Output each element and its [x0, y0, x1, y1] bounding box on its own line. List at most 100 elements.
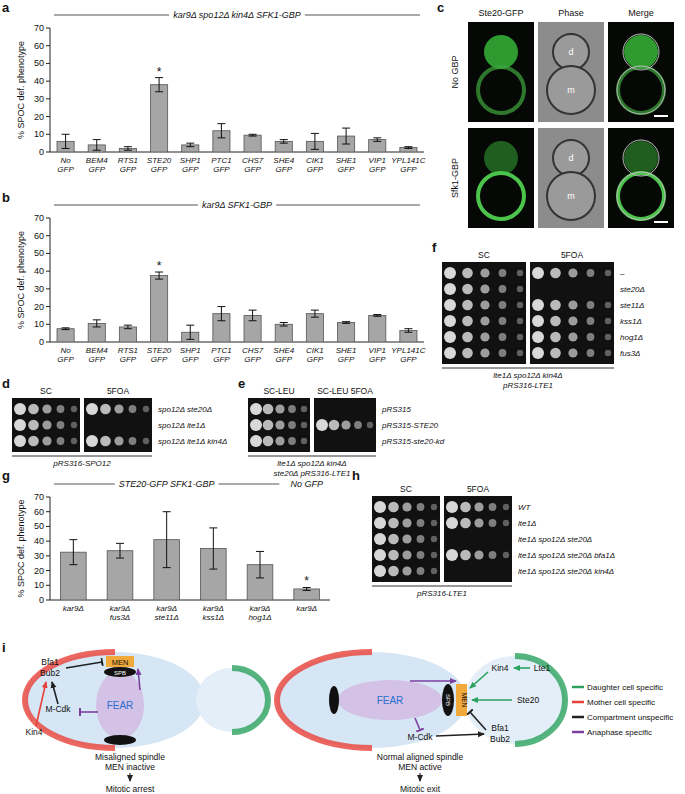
- error-cap: [404, 328, 412, 329]
- category-line: GFP: [182, 165, 199, 174]
- node-label: SPB: [445, 694, 451, 706]
- y-tick-label: 40: [34, 266, 44, 276]
- spot: [374, 517, 386, 529]
- spot: [374, 565, 386, 577]
- category-label: CIK1GFP: [306, 346, 324, 364]
- spot: [489, 503, 497, 511]
- spot-row: [86, 435, 149, 447]
- spot: [460, 502, 471, 513]
- error-bar: [124, 325, 132, 329]
- spot: [489, 551, 497, 559]
- category-line: SHE4: [273, 156, 294, 165]
- error-cap: [256, 577, 264, 578]
- error-line: [213, 528, 214, 569]
- bar-chart: 010203040506070% SPOC def. phenotypeNoGF…: [16, 200, 426, 364]
- spot-row: [316, 419, 373, 431]
- category-line: SHP1: [180, 156, 201, 165]
- x-axis: [50, 600, 330, 601]
- cell-label: d: [568, 153, 573, 163]
- y-tick-label: 70: [34, 492, 44, 502]
- error-cap: [373, 314, 381, 315]
- strain-label: spo12Δ lte1Δ kin4Δ: [158, 437, 227, 446]
- spot: [517, 318, 523, 324]
- arrow: [36, 682, 46, 726]
- category-line: No: [60, 156, 71, 165]
- spot-row: [374, 565, 437, 577]
- spot-row: [444, 283, 523, 295]
- node-label: MEN: [461, 693, 468, 708]
- strain-label: ste20Δ: [620, 285, 645, 294]
- category-line: CIK1: [306, 156, 324, 165]
- category-line: PTC1: [211, 346, 231, 355]
- panel-letter: e: [238, 376, 245, 391]
- error-bar: [373, 138, 381, 142]
- spot: [28, 420, 39, 431]
- spot: [417, 567, 425, 575]
- category-label: RTS1GFP: [118, 346, 138, 364]
- error-line: [127, 325, 128, 329]
- strain-label: lte1Δ spo12Δ ste20Δ bfa1Δ: [518, 551, 615, 560]
- spot: [532, 315, 544, 327]
- error-cap: [186, 146, 194, 147]
- spot-assay: SC5FOA–ste20Δste11Δkss1Δhog1Δfus3Δlte1Δ …: [442, 250, 645, 390]
- spot: [129, 405, 137, 413]
- category-label: YPL141CGFP: [391, 346, 425, 364]
- spot: [532, 347, 544, 359]
- category-line: STE20: [147, 346, 172, 355]
- spot: [57, 405, 65, 413]
- category-line: GFP: [57, 355, 74, 364]
- spot: [568, 332, 577, 341]
- error-cap: [311, 149, 319, 150]
- plate: [530, 262, 614, 364]
- error-cap: [62, 134, 70, 135]
- error-line: [346, 128, 347, 144]
- title-rule: [54, 205, 198, 206]
- spot: [28, 404, 39, 415]
- spot: [14, 435, 26, 447]
- spot: [503, 520, 509, 526]
- spot-row: [446, 501, 509, 513]
- spot: [42, 404, 51, 413]
- spot: [499, 285, 507, 293]
- error-cap: [342, 323, 350, 324]
- spot: [288, 437, 296, 445]
- error-cap: [342, 321, 350, 322]
- bar: [306, 314, 323, 342]
- spot: [275, 404, 284, 413]
- spot-row: [14, 403, 77, 415]
- plate: [444, 496, 512, 582]
- y-tick: [46, 497, 50, 498]
- error-line: [377, 138, 378, 142]
- spot: [474, 550, 483, 559]
- category-label: BEM4GFP: [86, 346, 108, 364]
- error-line: [127, 147, 128, 151]
- spot: [517, 350, 523, 356]
- category-line: GFP: [213, 355, 230, 364]
- error-bar: [249, 310, 257, 321]
- spot: [444, 283, 456, 295]
- spot: [57, 421, 65, 429]
- bud: [196, 668, 268, 732]
- strain-label: pRS315-STE20: [381, 421, 439, 430]
- y-tick-label: 30: [34, 551, 44, 561]
- footer: pRS316-SPO12: [52, 459, 111, 468]
- legend-label: Anaphase specific: [587, 728, 652, 737]
- gfp-signal: [478, 67, 524, 113]
- spot-row: [444, 267, 523, 279]
- spot: [42, 436, 51, 445]
- y-tick: [46, 570, 50, 571]
- error-cap: [62, 329, 70, 330]
- spot: [605, 334, 611, 340]
- y-axis: [50, 497, 51, 600]
- title-rule: [276, 205, 420, 206]
- error-line: [190, 325, 191, 339]
- error-cap: [155, 91, 163, 92]
- bar: [275, 141, 292, 152]
- y-tick-label: 40: [34, 536, 44, 546]
- category-label: kar9Δkss1Δ: [202, 604, 224, 622]
- category-line: GFP: [400, 165, 417, 174]
- error-cap: [280, 326, 288, 327]
- spb: [329, 686, 339, 714]
- spot: [417, 519, 425, 527]
- spot-row: [532, 347, 611, 359]
